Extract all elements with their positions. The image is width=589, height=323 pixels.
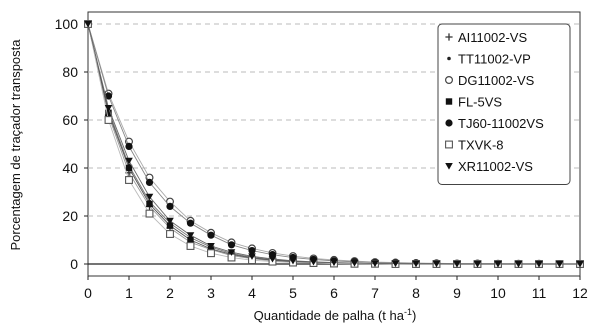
data-point (125, 164, 133, 172)
legend-item: FL-5VS (445, 95, 502, 110)
data-point (145, 178, 154, 186)
data-point (555, 261, 564, 268)
x-axis-label: Quantidade de palha (t ha-1) (254, 307, 417, 323)
data-point (145, 209, 154, 218)
data-point (104, 116, 113, 124)
y-tick-label: 100 (55, 16, 79, 32)
data-point (473, 261, 482, 268)
x-tick-label: 7 (371, 285, 379, 301)
data-point (166, 222, 174, 229)
y-tick-label: 40 (62, 160, 78, 176)
data-point (535, 261, 543, 268)
x-tick-label: 1 (125, 285, 133, 301)
legend-marker (447, 56, 451, 61)
data-point (187, 236, 194, 244)
legend-label: TT11002-VP (458, 52, 531, 67)
data-point (166, 230, 174, 238)
legend-item: DG11002-VS (445, 73, 535, 88)
data-point (227, 241, 236, 249)
data-point (125, 157, 133, 165)
data-point (145, 193, 154, 201)
data-point (432, 260, 441, 268)
y-tick-label: 60 (62, 112, 78, 128)
x-tick-label: 8 (412, 285, 420, 301)
legend-marker (445, 140, 453, 149)
data-point (207, 249, 215, 258)
data-point (146, 200, 153, 208)
data-point (514, 261, 523, 268)
data-point (227, 249, 236, 256)
x-tick-label: 4 (248, 285, 256, 301)
data-point (248, 246, 256, 255)
data-point (494, 261, 502, 268)
data-point (330, 259, 338, 267)
legend-item: XR11002-VS (445, 159, 533, 174)
x-tick-label: 9 (453, 285, 461, 301)
y-tick-label: 20 (62, 208, 78, 224)
legend-label: AI11002-VS (458, 30, 527, 45)
x-tick-label: 11 (532, 285, 547, 301)
y-tick-label: 0 (70, 256, 78, 272)
data-point (248, 253, 256, 260)
legend-marker (445, 163, 453, 170)
data-point (105, 109, 112, 116)
data-point (391, 260, 400, 268)
legend-item: AI11002-VS (445, 30, 527, 45)
x-tick-label: 6 (330, 285, 338, 301)
data-point (166, 202, 174, 210)
legend-label: FL-5VS (458, 95, 502, 110)
x-axis-label-unit-exponent: -1 (404, 307, 412, 317)
x-tick-label: 5 (289, 285, 297, 301)
legend-label: TXVK-8 (458, 138, 504, 153)
data-point (412, 260, 420, 268)
data-point (207, 243, 215, 250)
series-markers (84, 21, 584, 268)
data-point (186, 232, 195, 239)
data-point (104, 105, 113, 112)
legend-box (437, 23, 571, 185)
x-tick-label: 12 (572, 285, 588, 301)
x-tick-label: 0 (84, 285, 92, 301)
data-point (289, 257, 297, 265)
legend-marker (445, 33, 453, 41)
legend-label: DG11002-VS (458, 73, 535, 88)
legend-label: TJ60-11002VS (458, 116, 544, 131)
data-point (84, 21, 92, 28)
data-point (104, 92, 113, 100)
data-point (576, 261, 584, 268)
data-point (350, 260, 359, 267)
data-point (186, 219, 195, 227)
legend-item: TT11002-VP (447, 52, 531, 67)
data-point (207, 231, 215, 239)
data-point (268, 255, 277, 263)
x-tick-label: 3 (207, 285, 215, 301)
data-point (166, 217, 174, 225)
legend-item: TJ60-11002VS (445, 116, 544, 131)
x-tick-label: 2 (166, 285, 174, 301)
data-point (125, 176, 133, 184)
data-point (125, 142, 133, 150)
data-point (309, 258, 318, 266)
legend: AI11002-VS TT11002-VP DG11002-VS FL-5VS TJ60… (437, 23, 571, 185)
data-point (186, 242, 195, 250)
x-tick-label: 10 (490, 285, 506, 301)
x-axis-label-close: ) (412, 308, 416, 323)
data-point (371, 260, 379, 268)
legend-item: TXVK-8 (445, 138, 504, 153)
legend-marker (445, 98, 453, 105)
y-tick-label: 80 (62, 64, 78, 80)
legend-label: XR11002-VS (458, 159, 533, 174)
data-point (453, 261, 461, 268)
legend-marker (445, 75, 454, 84)
y-axis-label: Porcentagem de traçador transposta (8, 39, 23, 251)
legend-marker (445, 119, 453, 127)
x-axis-label-text: Quantidade de palha (t ha (254, 308, 405, 323)
